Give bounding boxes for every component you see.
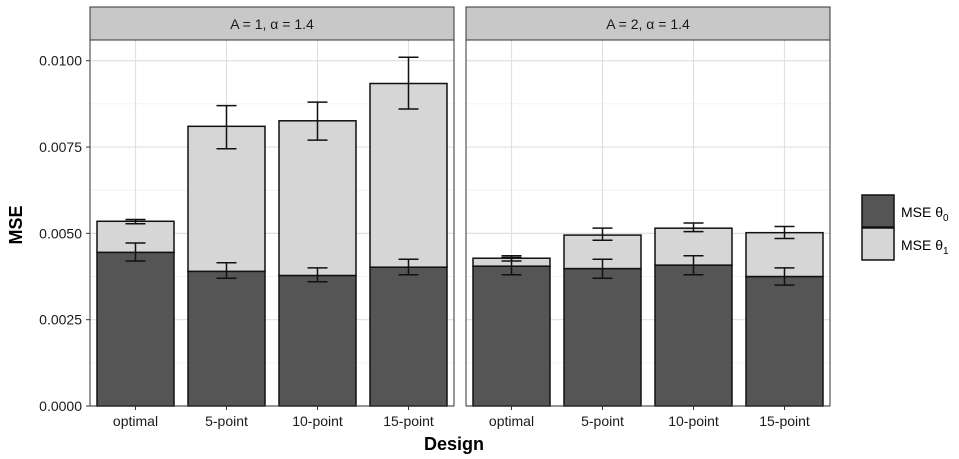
error-bar xyxy=(592,227,613,242)
y-tick-label: 0.0100 xyxy=(39,53,82,69)
legend-item-mse-theta0: MSE θ0 xyxy=(861,194,949,228)
error-bar xyxy=(774,267,795,286)
error-bar xyxy=(216,261,237,279)
error-bars xyxy=(501,222,795,286)
bar-mse-theta0 xyxy=(187,270,266,407)
panel-2: A = 2, α = 1.4 optimal 5-point 10-point 15-p… xyxy=(465,6,831,429)
legend-item-mse-theta1: MSE θ1 xyxy=(861,227,949,261)
error-bar xyxy=(683,255,704,276)
y-tick-label: 0.0050 xyxy=(39,225,82,241)
panel-title: A = 2, α = 1.4 xyxy=(606,16,690,32)
bar-mse-theta0 xyxy=(96,251,175,407)
y-tick-label: 0.0075 xyxy=(39,139,82,155)
y-axis: 0.0000 0.0025 0.0050 0.0075 0.0100 xyxy=(39,53,90,414)
x-tick-label: 5-point xyxy=(581,413,624,429)
error-bar xyxy=(501,255,522,262)
error-bar xyxy=(774,225,795,240)
bar-mse-theta1 xyxy=(187,125,266,273)
panel-1: A = 1, α = 1.4 optimal 5-point 10-point 15-p… xyxy=(89,6,455,429)
bar-mse-theta0 xyxy=(369,266,448,407)
x-tick-label: 10-point xyxy=(292,413,343,429)
panel-strip xyxy=(89,6,455,41)
x-tick-label: 15-point xyxy=(759,413,810,429)
bar-mse-theta0 xyxy=(472,265,551,407)
error-bar xyxy=(398,56,419,110)
panels-layer: A = 1, α = 1.4 optimal 5-point 10-point 15-p… xyxy=(89,6,831,429)
y-tick-label: 0.0000 xyxy=(39,398,82,414)
x-axis-title: Design xyxy=(424,434,484,454)
error-bar xyxy=(592,258,613,279)
bar-mse-theta0 xyxy=(745,275,824,407)
panel-strip xyxy=(465,6,831,41)
y-axis-title: MSE xyxy=(6,205,26,244)
x-tick-label: 5-point xyxy=(205,413,248,429)
panel-title: A = 1, α = 1.4 xyxy=(230,16,314,32)
bars xyxy=(96,82,448,407)
error-bar xyxy=(307,267,328,283)
bar-mse-theta1 xyxy=(278,120,357,277)
x-tick-label: optimal xyxy=(489,413,534,429)
x-tick-label: 15-point xyxy=(383,413,434,429)
bar-mse-theta0 xyxy=(563,267,642,407)
panel-border xyxy=(89,39,455,407)
bar-mse-theta0 xyxy=(278,274,357,407)
error-bar xyxy=(125,218,146,225)
x-tick-label: optimal xyxy=(113,413,158,429)
panel-border xyxy=(465,39,831,407)
legend-label: MSE θ0 xyxy=(901,204,949,224)
legend-label: MSE θ1 xyxy=(901,237,949,257)
y-tick-label: 0.0025 xyxy=(39,312,82,328)
error-bar xyxy=(216,104,237,150)
error-bar xyxy=(307,101,328,141)
legend: MSE θ0 MSE θ1 xyxy=(861,194,949,261)
error-bars xyxy=(125,56,419,283)
legend-swatch xyxy=(861,194,895,228)
bar-mse-theta1 xyxy=(369,82,448,268)
error-bar xyxy=(683,222,704,233)
error-bar xyxy=(398,258,419,276)
error-bar xyxy=(125,242,146,262)
legend-swatch xyxy=(861,227,895,261)
bar-mse-theta0 xyxy=(654,264,733,407)
x-tick-label: 10-point xyxy=(668,413,719,429)
